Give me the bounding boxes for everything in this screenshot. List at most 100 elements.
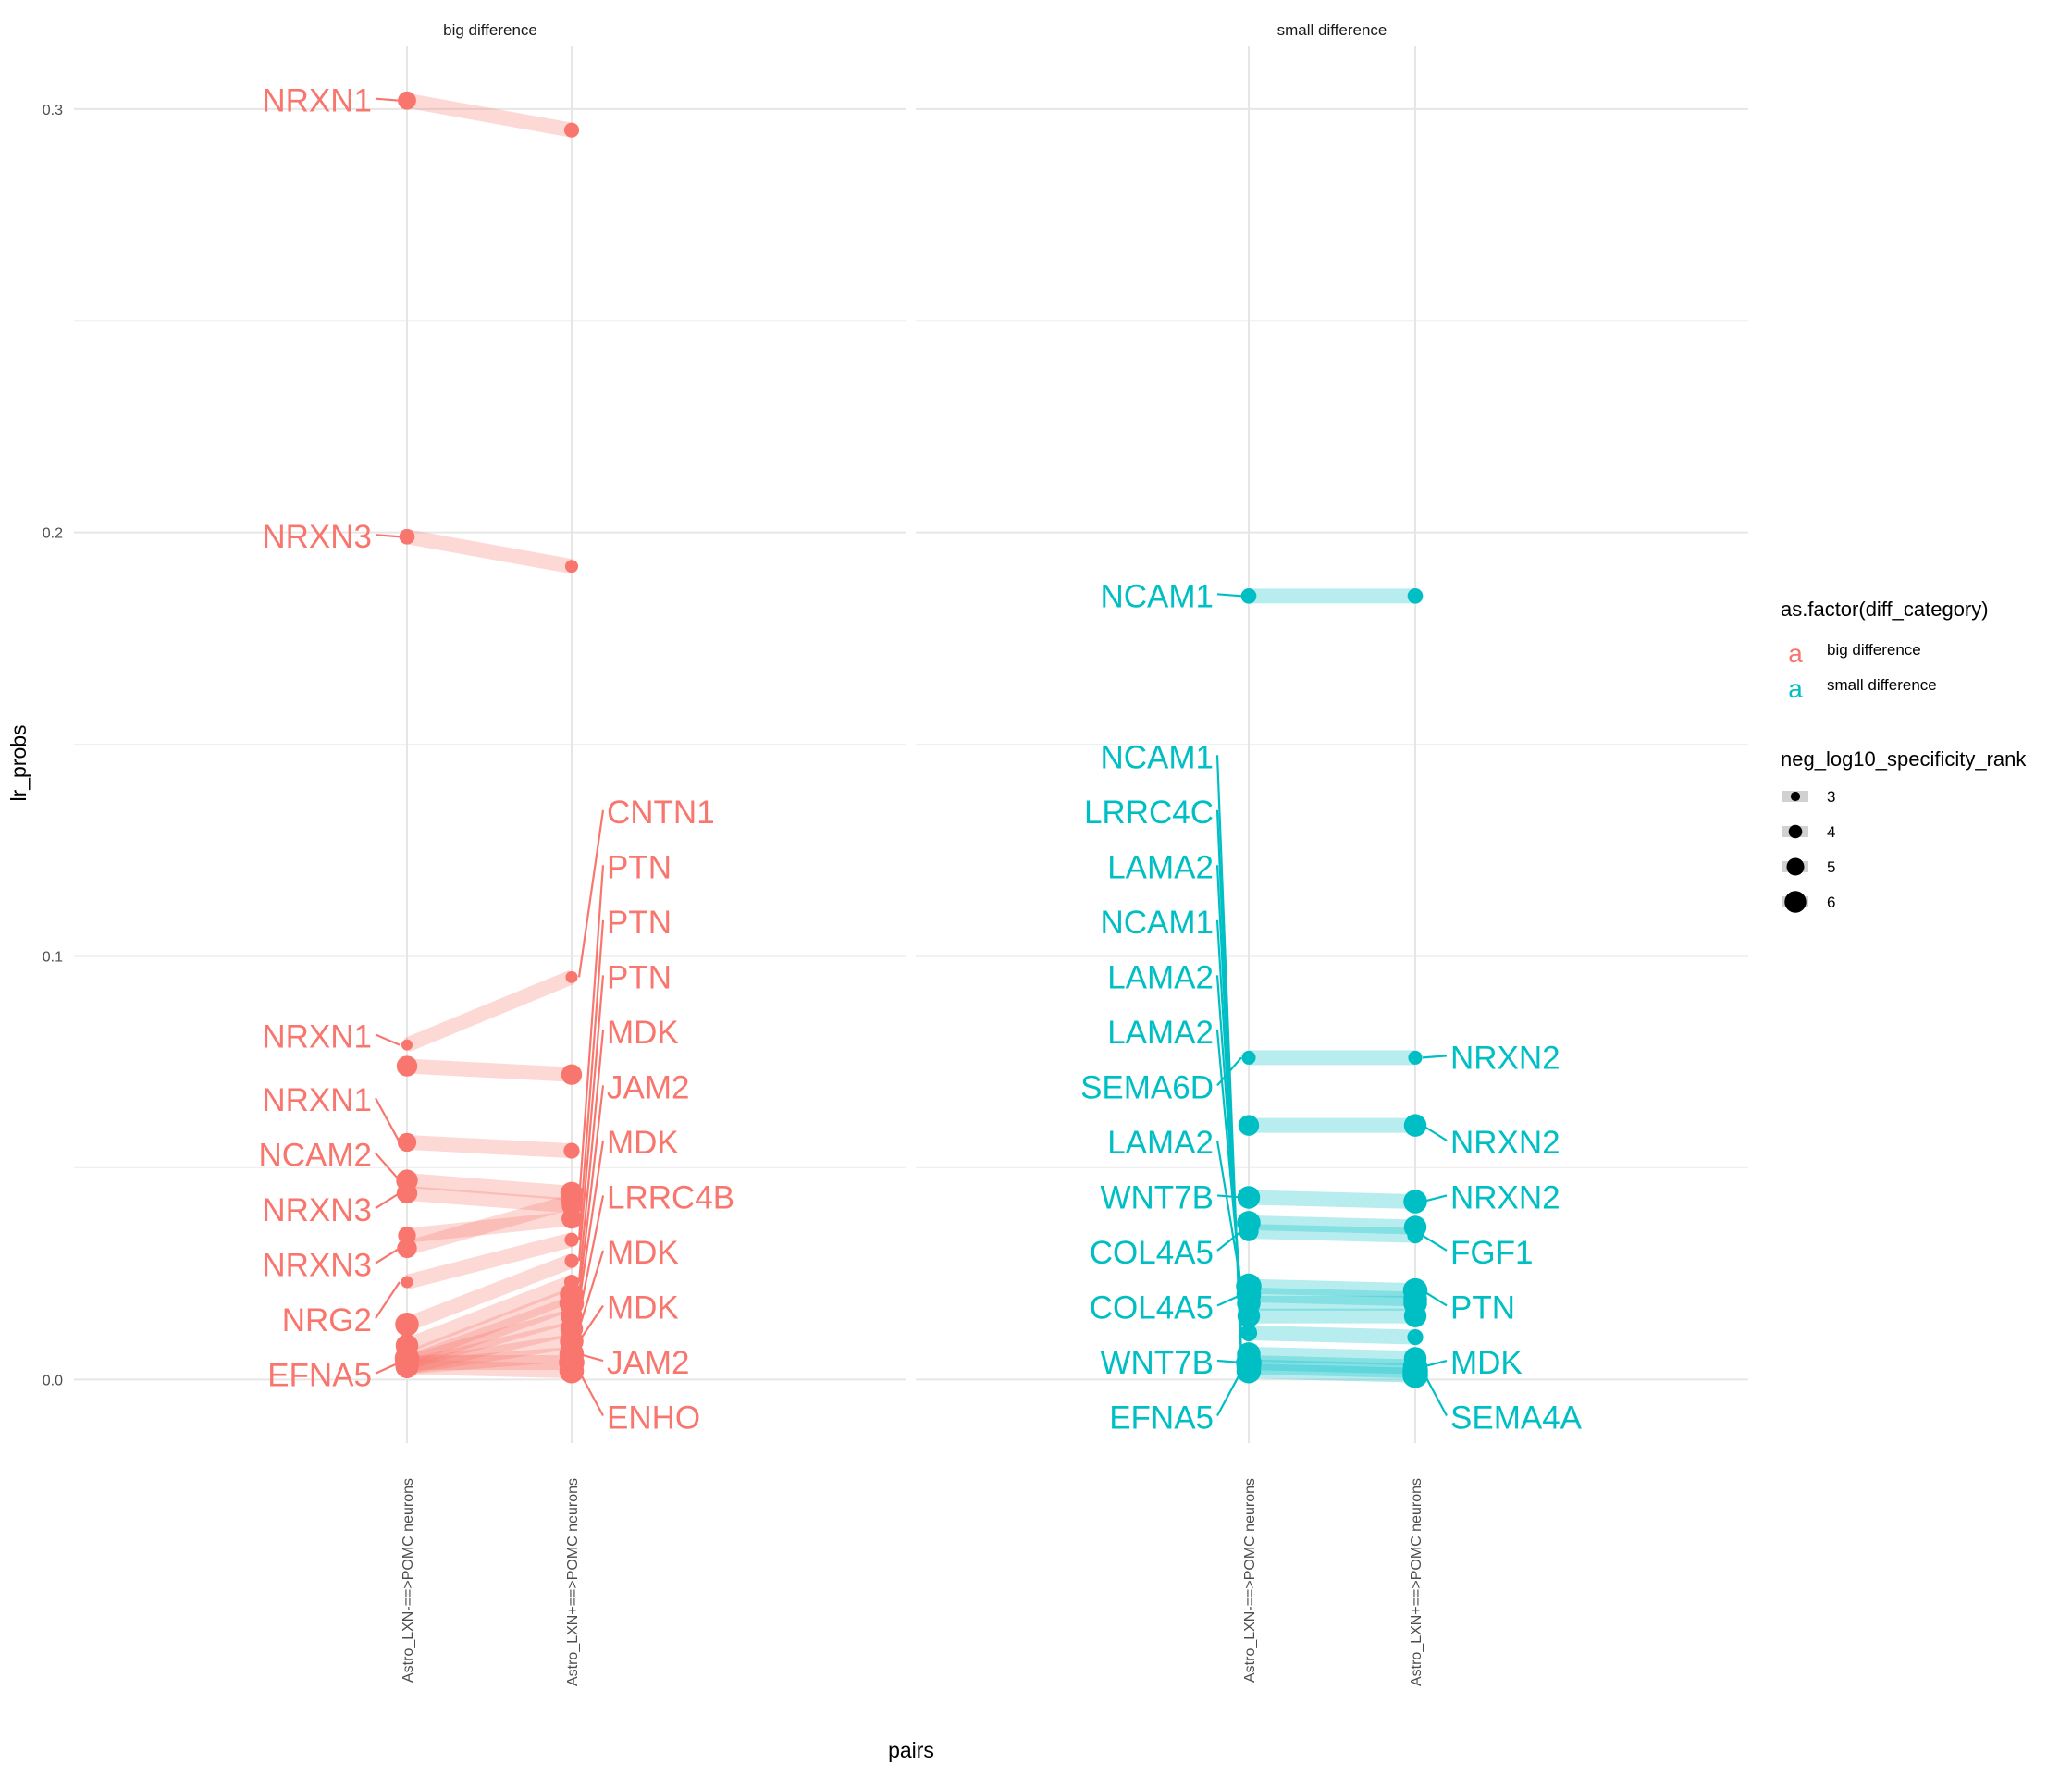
connector-segment	[405, 92, 574, 138]
point-label: NRXN2	[1450, 1040, 1560, 1076]
point-right	[1407, 1328, 1424, 1346]
connector-segment	[404, 1288, 574, 1365]
x-tick-label: Astro_LXN-==>POMC neurons	[401, 1478, 416, 1683]
label-leader	[577, 809, 605, 978]
point-label: JAM2	[607, 1345, 689, 1381]
point-label: MDK	[607, 1235, 679, 1271]
label-leader	[375, 1033, 401, 1046]
label-leader	[1216, 1359, 1242, 1364]
connector-segment	[1248, 1215, 1416, 1235]
y-tick-label: 0.1	[43, 949, 63, 965]
x-tick-label: Astro_LXN+==>POMC neurons	[565, 1478, 581, 1686]
point-label: LRRC4B	[607, 1179, 734, 1215]
point-label: LAMA2	[1107, 1125, 1214, 1161]
legend-size-title: neg_log10_specificity_rank	[1781, 747, 2027, 771]
legend-color-label: big difference	[1827, 641, 1921, 659]
label-leader	[375, 97, 401, 102]
point-label: NRXN3	[262, 519, 372, 555]
point-label: JAM2	[607, 1069, 689, 1105]
connector-segment	[406, 1058, 573, 1082]
point-label: LAMA2	[1107, 849, 1214, 885]
connector-segment	[404, 1275, 574, 1353]
point-left	[397, 1132, 417, 1153]
connector-segment	[405, 1321, 574, 1375]
label-leader	[1216, 593, 1242, 598]
label-leader	[1216, 1056, 1242, 1087]
point-label: PTN	[607, 849, 672, 885]
point-left	[401, 1039, 413, 1051]
label-leader	[577, 865, 605, 1202]
x-axis-title: pairs	[888, 1738, 934, 1762]
point-label: SEMA6D	[1080, 1069, 1214, 1105]
y-axis-title: lr_probs	[6, 724, 31, 801]
point-left	[1240, 1324, 1258, 1342]
point-right	[563, 122, 580, 138]
point-label: NRXN2	[1450, 1179, 1560, 1215]
label-leader	[1215, 1030, 1243, 1295]
point-label: MDK	[1450, 1345, 1523, 1381]
connector-segment	[405, 1334, 574, 1375]
point-left	[396, 1182, 418, 1204]
point-label: CNTN1	[607, 795, 715, 831]
label-leader	[1422, 1359, 1448, 1368]
label-leader	[577, 1250, 605, 1329]
point-left	[1238, 1115, 1260, 1136]
label-leader	[1422, 1194, 1448, 1203]
connector-segment	[406, 1173, 573, 1201]
legend-size-label: 4	[1827, 823, 1835, 841]
label-leader	[375, 1191, 401, 1210]
connector-segment	[405, 529, 574, 574]
facet-1: small difference NCAM1 NCAM1 LRRC4C LAMA2 NCA…	[916, 21, 1748, 1443]
point-left	[1239, 1221, 1259, 1241]
point-label: FGF1	[1450, 1235, 1533, 1271]
connector-segment	[406, 1346, 573, 1375]
point-label: MDK	[607, 1015, 679, 1051]
point-label: EFNA5	[1109, 1400, 1214, 1437]
legend-size-label: 6	[1827, 894, 1835, 911]
connector-segment	[404, 1296, 574, 1370]
connector-segment	[406, 1359, 573, 1379]
point-right	[1403, 1304, 1427, 1327]
connector-segment	[406, 1211, 573, 1243]
label-leader	[375, 1152, 401, 1181]
point-label: NRXN1	[262, 1082, 372, 1118]
point-label: PTN	[607, 905, 672, 941]
connector-segment	[404, 1194, 574, 1256]
point-label: NCAM1	[1100, 578, 1214, 614]
x-tick-label: Astro_LXN+==>POMC neurons	[1409, 1478, 1424, 1686]
point-label: NCAM2	[258, 1138, 372, 1174]
point-label: MDK	[607, 1125, 679, 1161]
label-leader	[577, 1030, 605, 1283]
connector-segment	[1248, 1190, 1416, 1210]
point-right	[564, 1253, 579, 1268]
y-tick-label: 0.0	[43, 1373, 63, 1388]
point-left	[1237, 1304, 1261, 1327]
legend-color-key: a	[1788, 674, 1803, 703]
label-leader	[1422, 1234, 1448, 1252]
label-leader	[1216, 1293, 1242, 1307]
point-left	[399, 528, 415, 545]
point-left	[398, 91, 416, 110]
point-left	[1237, 1186, 1261, 1209]
point-right	[1407, 1227, 1424, 1244]
connector-segment	[405, 1232, 574, 1289]
legend-size-key-point	[1784, 891, 1807, 913]
legend: as.factor(diff_category)a big difference a…	[1781, 598, 2027, 913]
legend-color-key: a	[1788, 639, 1803, 668]
point-label: NCAM1	[1100, 905, 1214, 941]
point-label: NRXN3	[262, 1192, 372, 1228]
point-label: COL4A5	[1090, 1235, 1214, 1271]
label-leader	[578, 1352, 604, 1363]
facet-title: big difference	[443, 21, 537, 39]
facet-title: small difference	[1277, 21, 1388, 39]
label-leader	[577, 975, 605, 1262]
point-left	[1240, 587, 1257, 604]
point-left	[395, 1313, 419, 1337]
point-label: MDK	[607, 1289, 679, 1326]
point-label: PTN	[607, 959, 672, 995]
point-label: PTN	[1450, 1289, 1515, 1326]
label-leader	[578, 1304, 604, 1342]
point-label: NCAM1	[1100, 739, 1214, 775]
connector-segment	[1248, 1355, 1416, 1375]
connector-segment	[404, 1308, 574, 1370]
